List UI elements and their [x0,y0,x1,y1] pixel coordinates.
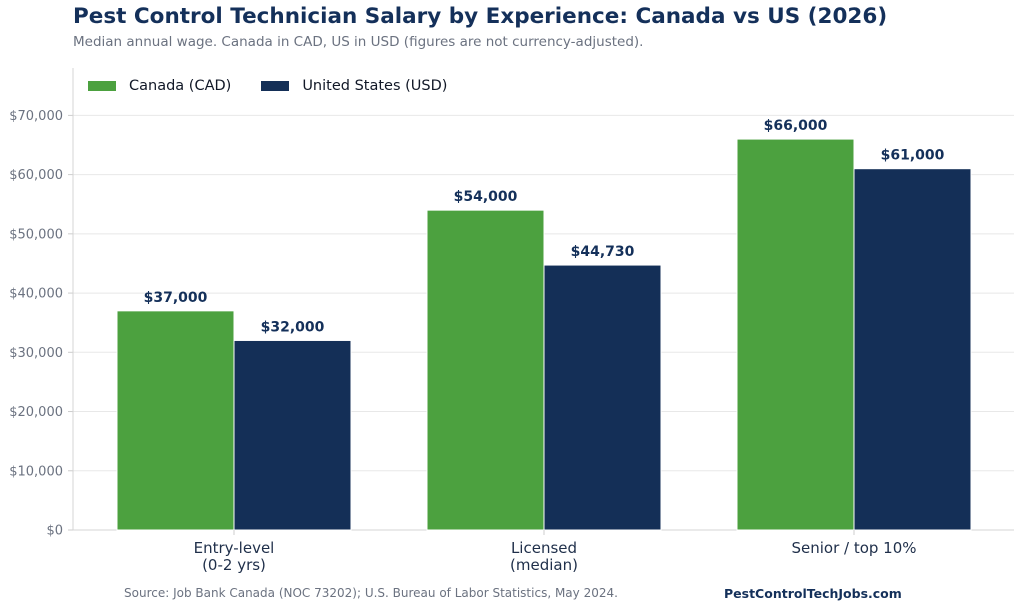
x-tick-label-line: (0-2 yrs) [202,556,266,574]
source-note: Source: Job Bank Canada (NOC 73202); U.S… [124,586,618,600]
y-tick-label: $0 [46,524,63,539]
bar-canada [116,310,235,531]
bar-value-label: $61,000 [881,148,945,164]
chart-title: Pest Control Technician Salary by Experi… [73,4,888,29]
bar-value-label: $54,000 [454,189,518,205]
legend-swatch-canada [88,81,116,91]
bar-canada [736,138,855,531]
x-tick-label: Senior / top 10% [791,539,916,557]
y-tick-label: $20,000 [9,405,63,420]
x-tick-label-line: (median) [510,556,578,574]
x-tick-label: Licensed (median) [510,539,578,574]
bar-us [233,339,352,531]
y-tick-label: $10,000 [9,464,63,479]
y-tick-label: $60,000 [9,168,63,183]
bar-us [543,264,662,531]
bar-value-label: $66,000 [764,118,828,134]
bar-value-label: $37,000 [144,290,208,306]
bar-value-label: $32,000 [261,319,325,335]
y-tick-label: $70,000 [9,109,63,124]
bar-us [853,168,972,531]
x-tick-label-line: Entry-level [194,539,275,557]
brand-label: PestControlTechJobs.com [724,586,902,601]
legend-swatch-us [261,81,290,91]
x-tick-label-line: Licensed [511,539,577,557]
legend-item-canada: Canada (CAD) [88,78,231,94]
legend-label-us: United States (USD) [302,78,448,94]
bar-canada [426,209,545,531]
y-tick-label: $40,000 [9,287,63,302]
chart-legend: Canada (CAD) United States (USD) [88,78,477,94]
y-tick-label: $50,000 [9,227,63,242]
x-tick-label-line: Senior / top 10% [791,539,916,557]
chart-subtitle: Median annual wage. Canada in CAD, US in… [73,34,644,50]
legend-label-canada: Canada (CAD) [129,78,232,94]
legend-item-us: United States (USD) [261,78,447,94]
y-tick-label: $30,000 [9,346,63,361]
x-tick-label: Entry-level (0-2 yrs) [194,539,275,574]
bar-value-label: $44,730 [571,244,635,260]
